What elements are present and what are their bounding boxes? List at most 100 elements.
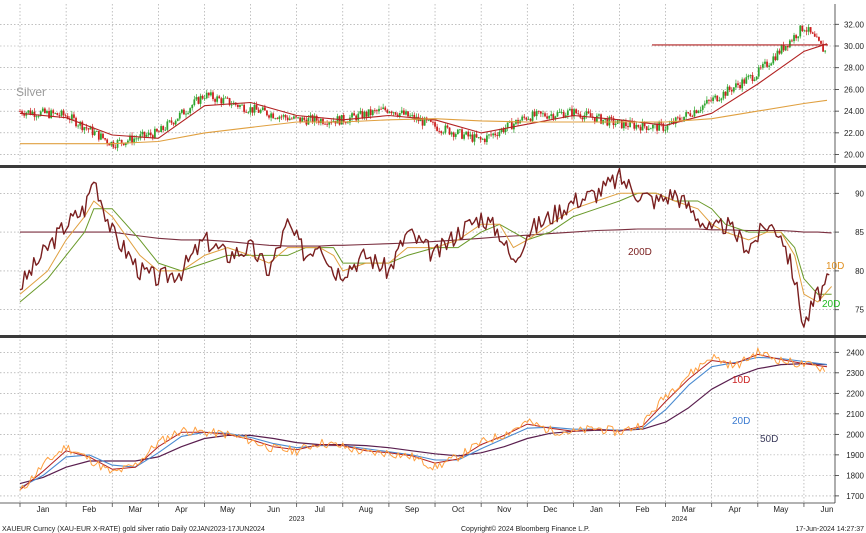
candle-body — [48, 111, 50, 118]
silver-title: Silver — [16, 85, 46, 99]
candle-body — [301, 117, 304, 122]
x-month-label: Dec — [543, 505, 557, 514]
candle-body — [577, 113, 580, 115]
panel-divider — [0, 165, 866, 168]
candle-body — [542, 113, 544, 115]
candle-body — [446, 125, 449, 128]
candle-body — [791, 40, 793, 42]
candle-body — [477, 137, 480, 138]
candle-body — [257, 109, 260, 113]
candle-body — [759, 67, 762, 69]
x-month-label: Apr — [729, 505, 742, 514]
candle-body — [251, 107, 254, 113]
candle-body — [124, 142, 127, 146]
candle-body — [407, 111, 409, 117]
candle-body — [359, 111, 362, 114]
candle-body — [701, 105, 704, 110]
x-month-label: May — [773, 505, 788, 514]
candle-body — [220, 98, 223, 104]
candle-body — [813, 33, 816, 37]
candle-body — [710, 100, 712, 102]
candle-body — [741, 79, 744, 89]
candle-body — [486, 135, 488, 143]
candle-body — [27, 110, 30, 113]
candle-body — [351, 113, 353, 118]
candle-body — [776, 50, 779, 61]
candle-body — [85, 127, 88, 129]
candle-body — [37, 115, 40, 117]
candle-body — [494, 133, 497, 136]
candle-body — [403, 110, 405, 115]
candle-body — [77, 125, 80, 127]
candle-body — [751, 75, 754, 81]
candle-body — [207, 92, 210, 96]
candle-body — [100, 133, 102, 140]
candle-body — [249, 107, 252, 113]
candle-body — [185, 113, 187, 115]
candle-body — [197, 97, 200, 104]
candle-body — [724, 91, 727, 96]
candle-body — [75, 117, 77, 127]
candle-body — [168, 120, 171, 122]
candle-body — [467, 131, 470, 137]
candle-body — [780, 45, 783, 54]
candle-body — [473, 134, 476, 142]
candle-body — [230, 104, 233, 106]
y-tick-label: 2400 — [846, 348, 864, 357]
candle-body — [162, 126, 165, 130]
silver-moving-average-long — [20, 99, 828, 145]
candle-body — [768, 65, 771, 67]
candle-body — [784, 45, 787, 51]
candle-body — [649, 128, 652, 130]
candle-body — [797, 36, 800, 39]
candle-body — [307, 117, 310, 125]
candle-body — [405, 111, 407, 115]
candle-body — [73, 114, 75, 118]
y-tick-label: 85 — [855, 228, 864, 237]
candle-body — [552, 114, 555, 119]
candle-body — [521, 116, 524, 121]
candle-body — [344, 122, 347, 124]
gold-price-line — [19, 347, 826, 491]
candle-body — [210, 92, 212, 96]
candle-body — [481, 138, 484, 140]
candle-body — [635, 124, 638, 129]
x-month-label: Sep — [405, 505, 420, 514]
candle-body — [127, 140, 129, 143]
candle-body — [620, 119, 623, 129]
candle-body — [674, 117, 677, 124]
candle-body — [141, 131, 144, 135]
candle-body — [772, 56, 775, 64]
candle-body — [193, 99, 196, 106]
candle-body — [647, 128, 650, 130]
candle-body — [456, 129, 459, 135]
x-month-label: May — [220, 505, 235, 514]
x-month-label: Jan — [37, 505, 50, 514]
candle-body — [656, 123, 658, 131]
candle-body — [278, 116, 281, 120]
label-10d-middle: 10D — [826, 261, 844, 272]
candle-body — [527, 118, 530, 120]
candle-body — [326, 123, 329, 125]
candle-body — [664, 129, 667, 131]
candle-body — [652, 124, 654, 129]
data-layer — [19, 24, 832, 491]
candle-body — [498, 131, 501, 137]
candle-body — [276, 118, 279, 120]
candle-body — [492, 133, 495, 136]
candle-body — [662, 123, 665, 131]
candle-body — [60, 110, 63, 116]
silver-moving-average-short — [19, 43, 828, 139]
candle-body — [490, 134, 492, 136]
candle-body — [469, 134, 472, 137]
candle-body — [346, 122, 349, 124]
candle-body — [660, 122, 663, 124]
candle-body — [770, 63, 773, 66]
candle-body — [786, 45, 789, 48]
candle-body — [718, 100, 721, 102]
x-month-label: Feb — [82, 505, 96, 514]
candle-body — [386, 110, 389, 113]
candle-body — [311, 115, 314, 123]
candle-body — [135, 138, 138, 140]
